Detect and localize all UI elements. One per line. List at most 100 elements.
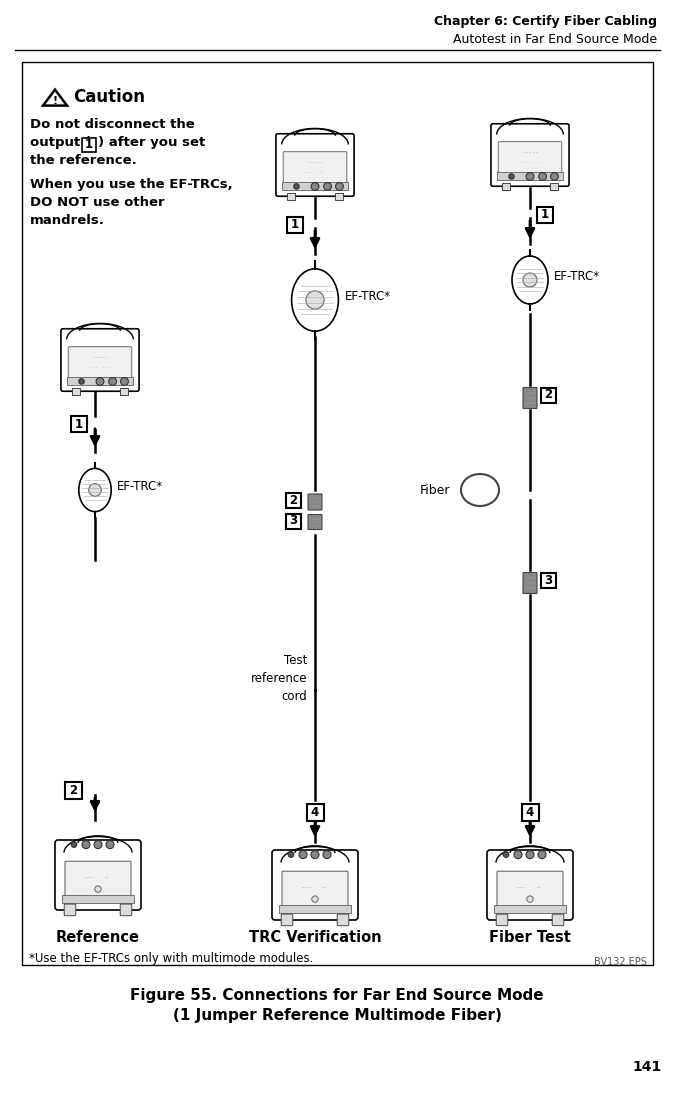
Ellipse shape: [292, 269, 338, 331]
Bar: [502, 182, 510, 190]
FancyBboxPatch shape: [64, 904, 76, 916]
Text: 1: 1: [75, 417, 83, 430]
FancyBboxPatch shape: [552, 914, 564, 926]
Text: - - - - -: - - - - -: [308, 159, 323, 165]
Text: the reference.: the reference.: [30, 154, 137, 167]
Circle shape: [311, 851, 319, 858]
Text: ---: ---: [105, 876, 110, 879]
Text: Reference: Reference: [56, 930, 140, 945]
Text: - - -: - - -: [520, 160, 528, 164]
Bar: [62, 895, 134, 902]
Text: EF-TRC*: EF-TRC*: [117, 480, 163, 493]
Circle shape: [514, 851, 522, 858]
Text: EF-TRC*: EF-TRC*: [554, 271, 600, 283]
FancyBboxPatch shape: [338, 914, 349, 926]
Bar: [286, 492, 300, 508]
Text: - - - - -: - - - - -: [522, 149, 537, 155]
Text: Chapter 6: Certify Fiber Cabling: Chapter 6: Certify Fiber Cabling: [434, 15, 657, 28]
Circle shape: [79, 378, 84, 384]
Bar: [537, 207, 553, 223]
Bar: [550, 182, 558, 190]
Text: 141: 141: [632, 1060, 662, 1074]
Text: Fiber Test: Fiber Test: [489, 930, 571, 945]
Circle shape: [311, 182, 319, 190]
Circle shape: [121, 377, 128, 385]
Text: - - -: - - -: [103, 365, 110, 369]
Circle shape: [95, 886, 101, 893]
Text: 1: 1: [291, 219, 299, 231]
Circle shape: [324, 182, 331, 190]
Text: - - - - -: - - - - -: [92, 355, 107, 359]
Bar: [286, 513, 300, 529]
Circle shape: [503, 852, 509, 857]
FancyBboxPatch shape: [68, 346, 132, 380]
Text: ------: ------: [302, 886, 312, 889]
Text: 4: 4: [311, 805, 319, 818]
Bar: [335, 192, 343, 200]
Circle shape: [88, 483, 101, 497]
Bar: [82, 138, 96, 152]
Text: - - -: - - -: [533, 160, 540, 164]
Text: Test: Test: [284, 654, 307, 667]
Text: 1: 1: [85, 138, 93, 152]
FancyBboxPatch shape: [496, 914, 508, 926]
Text: Fiber: Fiber: [419, 483, 450, 497]
Text: ------: ------: [517, 886, 527, 889]
Text: Caution: Caution: [73, 88, 145, 106]
Text: *Use the EF-TRCs only with multimode modules.: *Use the EF-TRCs only with multimode mod…: [29, 952, 313, 966]
Circle shape: [294, 184, 299, 189]
Circle shape: [71, 842, 77, 847]
Text: 2: 2: [69, 783, 77, 796]
FancyBboxPatch shape: [61, 328, 139, 392]
Circle shape: [109, 377, 117, 385]
Text: (1 Jumper Reference Multimode Fiber): (1 Jumper Reference Multimode Fiber): [173, 1008, 502, 1023]
Bar: [497, 171, 563, 179]
FancyBboxPatch shape: [276, 134, 354, 196]
FancyBboxPatch shape: [281, 914, 293, 926]
Bar: [67, 377, 133, 385]
Bar: [282, 181, 348, 189]
Text: 1: 1: [541, 209, 549, 221]
Bar: [287, 217, 303, 233]
Text: Do not disconnect the: Do not disconnect the: [30, 118, 195, 131]
FancyBboxPatch shape: [497, 872, 563, 908]
Circle shape: [82, 841, 90, 848]
Text: 2: 2: [289, 493, 297, 507]
FancyBboxPatch shape: [120, 904, 132, 916]
Text: output (: output (: [30, 136, 91, 149]
Bar: [71, 416, 87, 432]
Text: 4: 4: [526, 805, 534, 818]
Circle shape: [312, 896, 318, 902]
Bar: [279, 905, 351, 912]
Circle shape: [526, 851, 534, 858]
FancyBboxPatch shape: [308, 494, 322, 510]
FancyBboxPatch shape: [65, 862, 131, 898]
Circle shape: [306, 291, 324, 309]
Circle shape: [106, 841, 114, 848]
Bar: [541, 387, 556, 403]
Text: TRC Verification: TRC Verification: [248, 930, 381, 945]
Text: ---: ---: [322, 886, 327, 889]
Text: ) after you set: ) after you set: [98, 136, 205, 149]
Text: EF-TRC*: EF-TRC*: [345, 291, 391, 303]
FancyBboxPatch shape: [523, 573, 537, 594]
FancyBboxPatch shape: [523, 387, 537, 408]
Text: - - -: - - -: [317, 170, 325, 174]
Circle shape: [539, 173, 547, 180]
Bar: [288, 192, 295, 200]
Text: reference: reference: [250, 671, 307, 685]
FancyBboxPatch shape: [498, 142, 562, 176]
Text: ------: ------: [85, 876, 95, 879]
Circle shape: [526, 896, 533, 902]
Circle shape: [523, 273, 537, 286]
FancyBboxPatch shape: [55, 839, 141, 910]
Bar: [119, 388, 128, 396]
Text: Figure 55. Connections for Far End Source Mode: Figure 55. Connections for Far End Sourc…: [130, 988, 544, 1003]
Circle shape: [288, 852, 294, 857]
Circle shape: [551, 173, 558, 180]
FancyBboxPatch shape: [308, 514, 322, 530]
Ellipse shape: [79, 469, 111, 512]
Bar: [72, 388, 80, 396]
Circle shape: [335, 182, 344, 190]
Text: !: !: [53, 96, 57, 106]
